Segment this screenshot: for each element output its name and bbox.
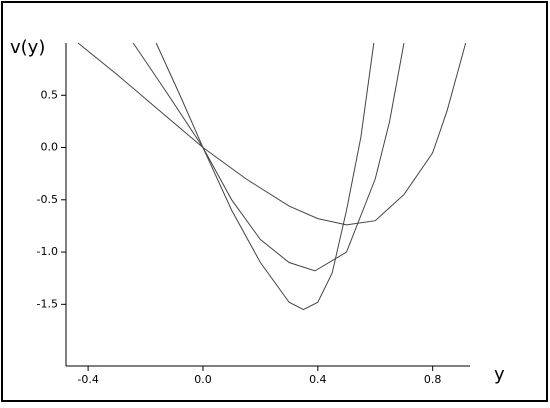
x-tick-label: -0.4: [77, 373, 98, 386]
y-tick-label: -1.0: [37, 245, 58, 258]
curve: [155, 42, 375, 311]
curve: [132, 42, 405, 272]
y-tick-label: 0.0: [41, 141, 59, 154]
y-tick-label: -0.5: [37, 193, 58, 206]
x-tick-label: 0.0: [194, 373, 212, 386]
curve: [77, 42, 467, 226]
x-tick-label: 0.4: [309, 373, 327, 386]
x-axis-label: y: [494, 364, 505, 385]
y-tick-label: 0.5: [41, 88, 59, 101]
y-tick-label: -1.5: [37, 297, 58, 310]
y-axis-label: v(y): [10, 37, 45, 58]
x-tick-label: 0.8: [424, 373, 442, 386]
frame: [1, 1, 548, 402]
